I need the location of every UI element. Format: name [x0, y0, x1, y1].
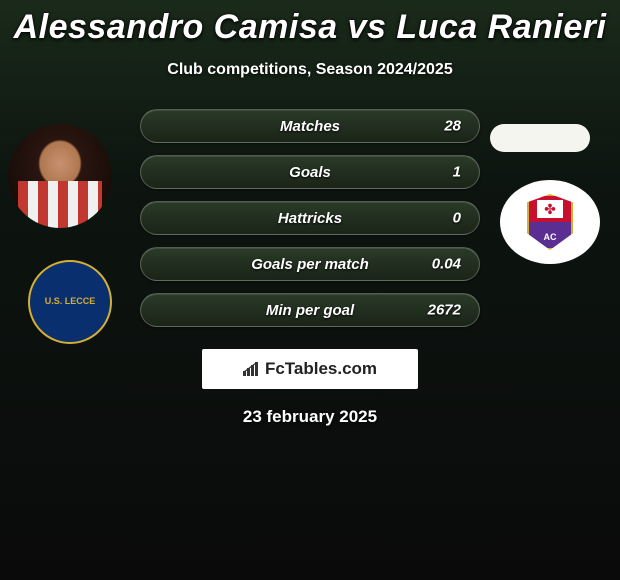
- stat-row-goals-per-match: Goals per match 0.04: [140, 247, 480, 281]
- comparison-subtitle: Club competitions, Season 2024/2025: [0, 61, 620, 79]
- stat-label: Matches: [280, 118, 340, 135]
- player1-face-graphic: [8, 124, 112, 228]
- stats-container: Matches 28 Goals 1 Hattricks 0 Goals per…: [140, 109, 480, 327]
- fiorentina-shield-icon: [527, 194, 573, 250]
- stat-value-right: 0.04: [432, 256, 461, 273]
- bar-chart-icon: [243, 362, 261, 376]
- logo-text: FcTables.com: [265, 359, 377, 379]
- stat-row-goals: Goals 1: [140, 155, 480, 189]
- stat-label: Min per goal: [266, 302, 354, 319]
- stat-value-right: 2672: [428, 302, 461, 319]
- stat-value-right: 0: [453, 210, 461, 227]
- stat-label: Goals: [289, 164, 331, 181]
- player1-club-badge: U.S. LECCE: [28, 260, 112, 344]
- comparison-title: Alessandro Camisa vs Luca Ranieri: [0, 0, 620, 47]
- stat-row-matches: Matches 28: [140, 109, 480, 143]
- player1-photo: [8, 124, 112, 228]
- player2-club-badge: [500, 180, 600, 264]
- player2-photo: [490, 124, 590, 152]
- stat-row-hattricks: Hattricks 0: [140, 201, 480, 235]
- fctables-logo[interactable]: FcTables.com: [202, 349, 418, 389]
- player1-club-label: U.S. LECCE: [45, 297, 96, 307]
- stat-row-min-per-goal: Min per goal 2672: [140, 293, 480, 327]
- stat-value-right: 1: [453, 164, 461, 181]
- stat-label: Goals per match: [251, 256, 369, 273]
- stat-value-right: 28: [444, 118, 461, 135]
- comparison-date: 23 february 2025: [0, 407, 620, 427]
- stat-label: Hattricks: [278, 210, 342, 227]
